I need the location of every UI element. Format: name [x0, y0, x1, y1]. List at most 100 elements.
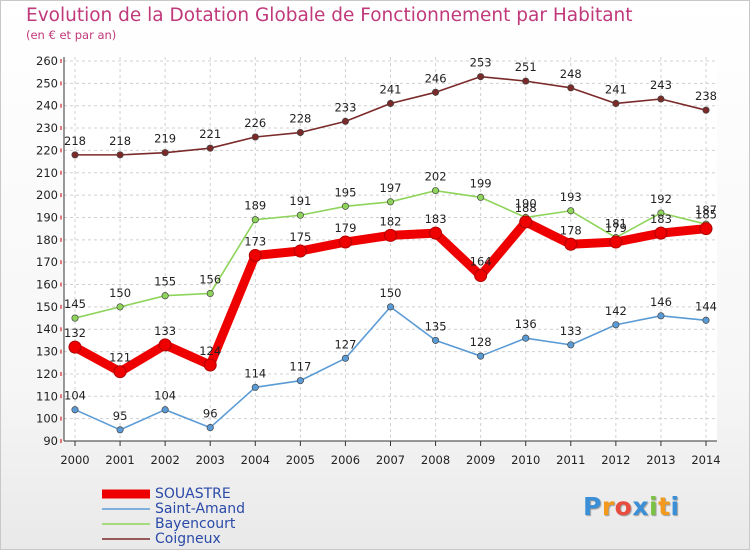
data-label-bayencourt: 199: [470, 176, 492, 190]
x-tick-label: 2012: [601, 453, 630, 467]
y-tick-label: 140: [36, 322, 58, 336]
data-label-souastre: 179: [605, 221, 627, 235]
data-point-bayencourt: [71, 314, 79, 322]
legend-label-bayencourt: Bayencourt: [155, 516, 236, 532]
data-label-coigneux: 243: [650, 78, 672, 92]
data-point-saint-amand: [657, 312, 665, 320]
data-label-souastre: 183: [425, 212, 447, 226]
data-label-bayencourt: 197: [380, 181, 402, 195]
data-label-bayencourt: 190: [515, 196, 537, 210]
data-point-coigneux: [251, 133, 259, 141]
logo-letter: o: [614, 492, 633, 521]
data-point-bayencourt: [477, 193, 485, 201]
data-label-saint-amand: 117: [289, 360, 311, 374]
data-label-souastre: 132: [64, 326, 86, 340]
y-tick-label: 190: [36, 210, 58, 224]
data-point-souastre: [68, 340, 82, 354]
data-label-coigneux: 228: [289, 112, 311, 126]
data-label-bayencourt: 195: [334, 185, 356, 199]
logo-letter: t: [658, 492, 671, 521]
data-label-saint-amand: 96: [203, 407, 218, 421]
data-label-souastre: 133: [154, 324, 176, 338]
data-point-coigneux: [116, 151, 124, 159]
data-label-coigneux: 248: [560, 67, 582, 81]
logo-letter: r: [601, 492, 615, 521]
data-label-coigneux: 253: [470, 56, 492, 70]
data-point-souastre: [248, 248, 262, 262]
y-tick-label: 150: [36, 300, 58, 314]
data-label-souastre: 179: [334, 221, 356, 235]
data-label-bayencourt: 202: [425, 170, 447, 184]
data-label-coigneux: 251: [515, 60, 537, 74]
data-point-coigneux: [206, 144, 214, 152]
y-tick-label: 160: [36, 278, 58, 292]
y-tick-label: 130: [36, 345, 58, 359]
data-label-coigneux: 238: [695, 89, 717, 103]
data-label-souastre: 173: [244, 234, 266, 248]
data-label-bayencourt: 156: [199, 272, 221, 286]
data-point-saint-amand: [206, 424, 214, 432]
data-label-souastre: 188: [515, 201, 537, 215]
y-tick-label: 170: [36, 255, 58, 269]
logo-letter: i: [649, 492, 659, 521]
data-label-bayencourt: 192: [650, 192, 672, 206]
data-point-bayencourt: [161, 292, 169, 300]
data-point-coigneux: [612, 99, 620, 108]
data-point-saint-amand: [432, 336, 440, 344]
data-label-coigneux: 233: [334, 100, 356, 114]
data-label-bayencourt: 155: [154, 275, 176, 289]
data-point-coigneux: [567, 84, 575, 92]
x-tick-label: 2006: [331, 453, 360, 467]
y-tick-label: 110: [36, 389, 58, 403]
y-tick-label: 120: [36, 367, 58, 381]
data-point-coigneux: [341, 117, 349, 125]
y-tick-label: 240: [36, 99, 58, 113]
x-tick-label: 2000: [60, 453, 89, 467]
data-label-souastre: 178: [560, 223, 582, 237]
x-tick-label: 2005: [286, 453, 315, 467]
data-point-bayencourt: [251, 216, 259, 224]
data-label-souastre: 121: [109, 351, 131, 365]
data-point-souastre: [609, 235, 623, 249]
x-tick-label: 2007: [376, 453, 405, 467]
data-label-saint-amand: 127: [334, 337, 356, 351]
data-point-saint-amand: [341, 354, 349, 362]
data-point-coigneux: [477, 73, 485, 81]
x-tick-label: 2010: [511, 453, 540, 467]
data-label-saint-amand: 114: [244, 366, 266, 380]
data-point-bayencourt: [296, 211, 304, 219]
data-label-souastre: 182: [380, 214, 402, 228]
data-point-bayencourt: [657, 209, 665, 217]
data-point-bayencourt: [206, 289, 214, 298]
x-tick-label: 2009: [466, 453, 495, 467]
data-point-saint-amand: [612, 321, 620, 329]
logo-letter: x: [632, 492, 649, 521]
data-point-souastre: [293, 244, 307, 258]
y-tick-label: 260: [36, 54, 58, 68]
data-label-coigneux: 221: [199, 127, 221, 141]
data-point-souastre: [203, 358, 217, 372]
data-point-coigneux: [432, 88, 440, 96]
data-point-bayencourt: [341, 202, 349, 210]
y-tick-label: 90: [43, 434, 58, 448]
data-point-souastre: [113, 365, 127, 379]
data-label-bayencourt: 181: [605, 217, 627, 231]
data-label-saint-amand: 104: [64, 389, 86, 403]
data-label-souastre: 183: [650, 212, 672, 226]
data-label-bayencourt: 193: [560, 190, 582, 204]
y-tick-label: 250: [36, 76, 58, 90]
chart-subtitle: (en € et par an): [26, 28, 117, 42]
data-point-bayencourt: [386, 198, 395, 206]
data-label-saint-amand: 142: [605, 304, 627, 318]
data-label-saint-amand: 128: [470, 335, 492, 349]
data-label-saint-amand: 133: [560, 324, 582, 338]
data-label-saint-amand: 136: [515, 317, 537, 331]
data-point-souastre: [158, 338, 172, 352]
data-label-saint-amand: 95: [113, 409, 128, 423]
data-point-saint-amand: [116, 426, 124, 434]
data-label-coigneux: 219: [154, 132, 176, 146]
x-tick-label: 2008: [421, 453, 450, 467]
data-label-saint-amand: 144: [695, 299, 717, 313]
data-point-saint-amand: [71, 406, 79, 414]
